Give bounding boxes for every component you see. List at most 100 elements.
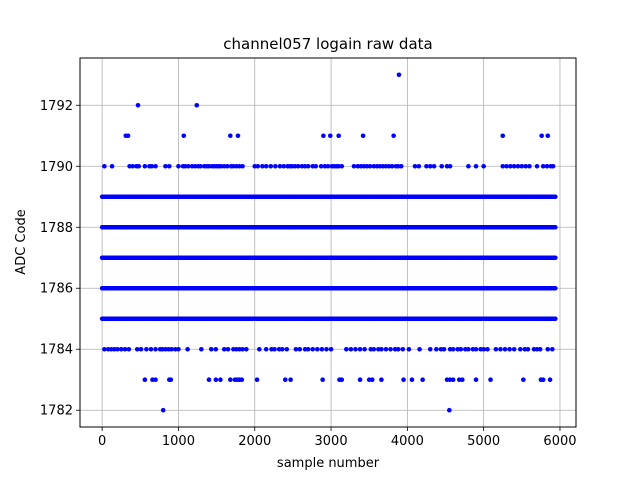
y-axis-label: ADC Code	[14, 209, 29, 274]
data-point	[142, 377, 148, 383]
data-point	[518, 346, 523, 352]
data-point	[523, 163, 528, 169]
data-point	[466, 346, 471, 352]
data-point	[450, 346, 456, 352]
data-point	[369, 377, 375, 383]
data-point	[507, 346, 512, 352]
data-point	[539, 133, 544, 139]
data-point	[153, 163, 158, 169]
y-tick-label: 1788	[40, 221, 73, 236]
data-point	[109, 163, 115, 169]
data-point	[357, 346, 363, 352]
data-point	[391, 133, 396, 139]
x-tick-label: 3000	[315, 434, 348, 449]
data-point	[371, 346, 377, 352]
data-point	[547, 377, 553, 383]
scatter-points	[99, 72, 558, 413]
data-point	[213, 377, 219, 383]
data-point	[277, 163, 283, 169]
data-point	[460, 377, 465, 383]
data-point	[550, 163, 556, 169]
x-tick-label: 0	[98, 434, 106, 449]
data-point	[208, 346, 214, 352]
data-point	[328, 346, 334, 352]
data-point	[481, 163, 486, 169]
data-point	[511, 346, 517, 352]
data-point	[344, 346, 349, 352]
data-point	[493, 346, 499, 352]
data-point	[125, 133, 131, 139]
data-point	[447, 407, 452, 413]
data-point	[288, 377, 293, 383]
data-point	[427, 163, 433, 169]
x-axis-ticks: 0 1000 2000 3000 4000 5000 6000	[98, 427, 577, 449]
y-tick-label: 1784	[40, 343, 73, 358]
x-tick-label: 5000	[467, 434, 500, 449]
data-point	[325, 163, 331, 169]
data-point	[434, 346, 439, 352]
data-point	[228, 133, 233, 139]
data-point	[149, 163, 155, 169]
data-point	[553, 285, 558, 291]
data-point	[409, 377, 415, 383]
data-point	[353, 346, 358, 352]
data-point	[153, 346, 158, 352]
data-point	[284, 346, 290, 352]
data-point	[176, 163, 181, 169]
data-point	[239, 377, 245, 383]
data-point	[521, 377, 526, 383]
data-point	[508, 163, 513, 169]
data-point	[351, 163, 357, 169]
data-point	[537, 346, 543, 352]
data-point	[550, 346, 555, 352]
data-point	[553, 316, 558, 322]
data-point	[504, 163, 509, 169]
data-point	[163, 163, 168, 169]
x-tick-label: 6000	[543, 434, 576, 449]
data-point	[450, 377, 456, 383]
data-point	[417, 346, 422, 352]
data-point	[441, 346, 447, 352]
y-tick-label: 1790	[40, 160, 73, 175]
data-point	[185, 346, 190, 352]
data-point	[466, 163, 471, 169]
data-point	[102, 346, 107, 352]
data-point	[218, 377, 223, 383]
data-point	[305, 346, 311, 352]
data-point	[273, 163, 278, 169]
data-point	[360, 133, 366, 139]
data-point	[240, 346, 245, 352]
data-point	[224, 163, 230, 169]
y-axis-ticks: 1782 1784 1786 1788 1790 1792	[40, 99, 80, 419]
data-point	[412, 163, 418, 169]
data-point	[169, 346, 174, 352]
data-point	[500, 163, 506, 169]
data-point	[416, 163, 422, 169]
data-point	[115, 346, 120, 352]
data-point	[553, 224, 558, 230]
data-point	[540, 377, 546, 383]
y-tick-label: 1782	[40, 404, 73, 419]
data-point	[339, 163, 345, 169]
data-point	[260, 163, 265, 169]
data-point	[473, 377, 479, 383]
plot-frame	[79, 57, 577, 428]
data-point	[186, 163, 191, 169]
data-point	[255, 163, 261, 169]
data-point	[293, 346, 299, 352]
data-point	[297, 346, 303, 352]
data-point	[268, 163, 274, 169]
data-point	[281, 163, 287, 169]
y-tick-label: 1786	[40, 282, 73, 297]
data-point	[244, 346, 249, 352]
data-point	[315, 346, 320, 352]
data-point	[176, 346, 181, 352]
data-point	[235, 133, 241, 139]
data-point	[206, 377, 212, 383]
data-point	[420, 377, 425, 383]
data-point	[398, 163, 404, 169]
data-point	[327, 133, 333, 139]
data-point	[221, 346, 227, 352]
data-point	[213, 346, 219, 352]
data-point	[544, 163, 550, 169]
